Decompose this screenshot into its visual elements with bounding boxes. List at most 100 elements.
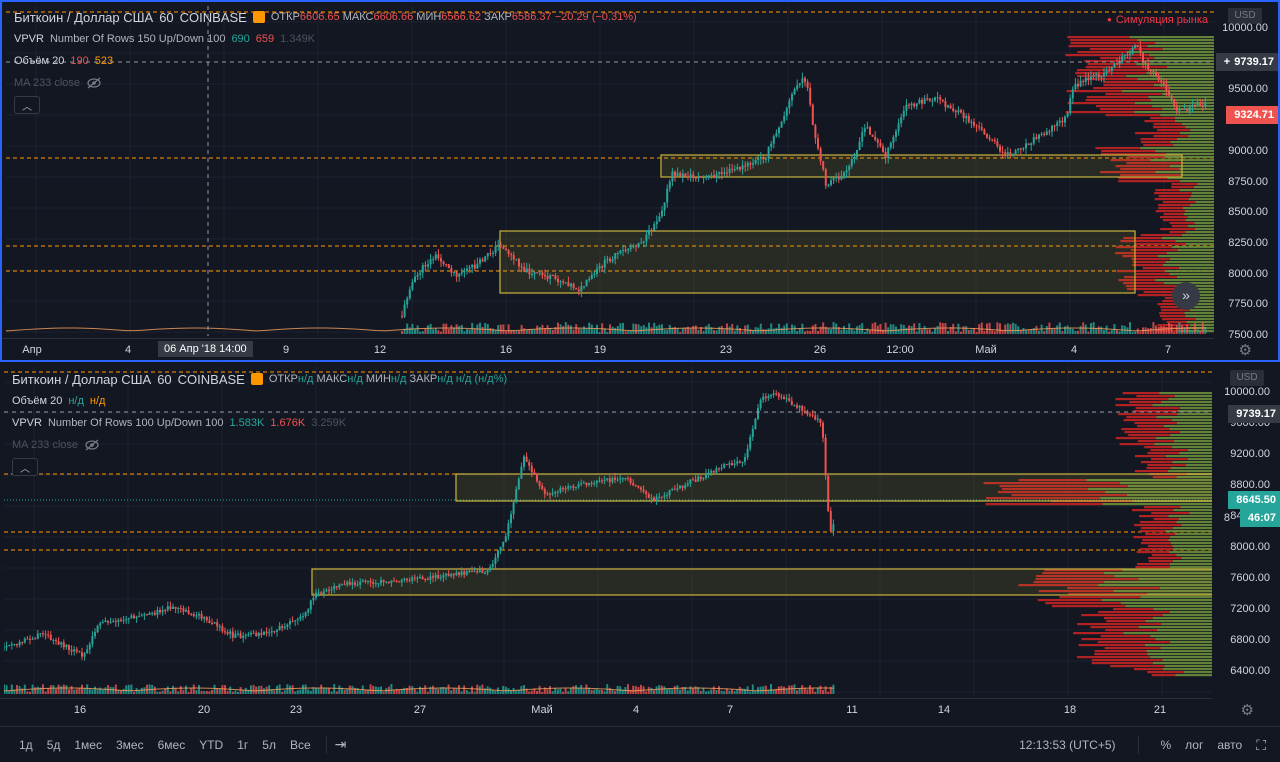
chart-pane-bottom[interactable]: Биткоин / Доллар США 60 COINBASE ОТКРн/д… [0,364,1280,724]
volume-profile-bar [1067,102,1135,105]
candlestick-plot-bottom[interactable] [4,366,1212,696]
candle-body [333,586,336,590]
candle-body [741,165,744,170]
symbol-name[interactable]: Биткоин / Доллар США [14,9,154,25]
range-button[interactable]: 1д [19,737,33,752]
vpvr-params: Number Of Rows 150 Up/Down 100 [49,33,226,45]
range-button[interactable]: 1г [237,737,249,752]
clock-time[interactable]: 12:13:53 (UTC+5) [1019,738,1116,752]
chevron-up-icon: ︿ [22,101,32,113]
candle-body [767,396,770,399]
candle-body [494,557,497,565]
symbol-interval[interactable]: 60 [157,371,172,387]
range-button[interactable]: Все [289,737,311,752]
range-button[interactable]: YTD [199,737,224,752]
candle-body [616,479,619,481]
auto-toggle[interactable]: авто [1217,738,1243,752]
vpvr-legend[interactable]: VPVR Number Of Rows 100 Up/Down 100 1.58… [12,412,507,434]
volume-profile-bar [985,503,1103,506]
volume-profile-bar [1135,407,1181,410]
candle-body [585,279,588,287]
volume-profile-bar [1190,195,1214,198]
range-box[interactable] [499,230,1136,294]
volume-bar [996,322,999,334]
range-box[interactable] [311,568,1212,596]
candle-body [718,172,721,174]
candle-body [315,592,317,598]
symbol-row[interactable]: Биткоин / Доллар США 60 COINBASE ОТКРн/д… [12,368,507,390]
candle-body [1035,137,1038,139]
volume-bar [1006,323,1009,334]
range-button[interactable]: 5д [46,737,61,752]
gear-icon[interactable]: ⚙ [1238,342,1252,359]
legend-collapse-button[interactable]: ︿ [12,458,38,476]
volume-bar [827,328,830,334]
candle-body [78,651,81,653]
range-box[interactable] [455,473,1212,502]
candle-body [341,584,343,586]
volume-profile-bar [1186,321,1214,324]
volume-profile-bar [1137,39,1214,42]
volume-bar [567,324,570,334]
volume-bar [811,687,814,694]
candle-body [767,147,770,159]
candle-body [1012,154,1014,156]
range-button[interactable]: 5л [262,737,276,752]
ma-legend[interactable]: MA 233 close [14,72,637,94]
symbol-exchange[interactable]: COINBASE [179,9,247,25]
candle-body [395,581,398,583]
volume-bar [1056,325,1059,334]
volume-bar [510,330,513,334]
volume-bar [744,688,746,694]
candle-body [801,78,804,84]
time-axis-top[interactable]: 06 Апр '18 14:00 Апр 4 9 12 16 19 23 26 12:00 Май… [2,338,1214,360]
calendar-goto-icon[interactable]: ⇥ [334,736,347,752]
volume-bar [416,691,419,694]
low-label: МИН [416,11,442,23]
currency-label[interactable]: USD [1228,8,1262,24]
range-button[interactable]: 6мес [157,737,186,752]
eye-off-icon[interactable] [84,439,100,451]
volume-bar [559,324,562,334]
volume-bar [1175,325,1178,334]
candle-body [247,634,250,636]
symbol-row[interactable]: Биткоин / Доллар США 60 COINBASE ОТКР660… [14,6,637,28]
legend-collapse-button[interactable]: ︿ [14,96,40,114]
volume-legend[interactable]: Объём 20 190 523 [14,50,637,72]
volume-bar [702,331,705,334]
vpvr-legend[interactable]: VPVR Number Of Rows 150 Up/Down 100 690 … [14,28,637,50]
volume-bar [1160,326,1163,334]
log-toggle[interactable]: лог [1185,738,1204,752]
range-button[interactable]: 3мес [115,737,144,752]
fullscreen-icon[interactable]: ⛶ [1256,736,1266,753]
volume-bar [551,329,554,334]
candle-body [36,633,39,639]
volume-bar [1194,323,1196,334]
volume-profile-bar [1153,123,1182,126]
volume-profile-bar [1170,141,1214,144]
ma-legend[interactable]: MA 233 close [12,434,507,456]
volume-bar [533,329,536,334]
volume-bar [614,691,616,694]
volume-legend[interactable]: Объём 20 н/д н/д [12,390,507,412]
symbol-exchange[interactable]: COINBASE [177,371,245,387]
candle-body [99,623,102,626]
candle-body [1129,53,1131,55]
percent-toggle[interactable]: % [1160,738,1172,752]
range-box[interactable] [660,154,1183,178]
currency-label[interactable]: USD [1230,370,1264,386]
candle-body [476,571,479,573]
symbol-name[interactable]: Биткоин / Доллар США [12,371,152,387]
chart-pane-top[interactable]: Биткоин / Доллар США 60 COINBASE ОТКР660… [0,0,1280,362]
vpvr-params: Number Of Rows 100 Up/Down 100 [47,417,224,429]
candlestick-plot-top[interactable] [6,6,1214,336]
symbol-interval[interactable]: 60 [159,9,174,25]
eye-off-icon[interactable] [86,77,102,89]
volume-bar [882,329,884,334]
range-button[interactable]: 1мес [74,737,102,752]
volume-bar [463,685,466,694]
gear-icon[interactable]: ⚙ [1240,702,1254,719]
volume-bar [463,331,466,334]
scroll-to-realtime-button[interactable]: » [1172,282,1200,310]
time-axis-bottom[interactable]: 16 20 23 27 Май 4 7 11 14 18 21 [0,698,1212,720]
